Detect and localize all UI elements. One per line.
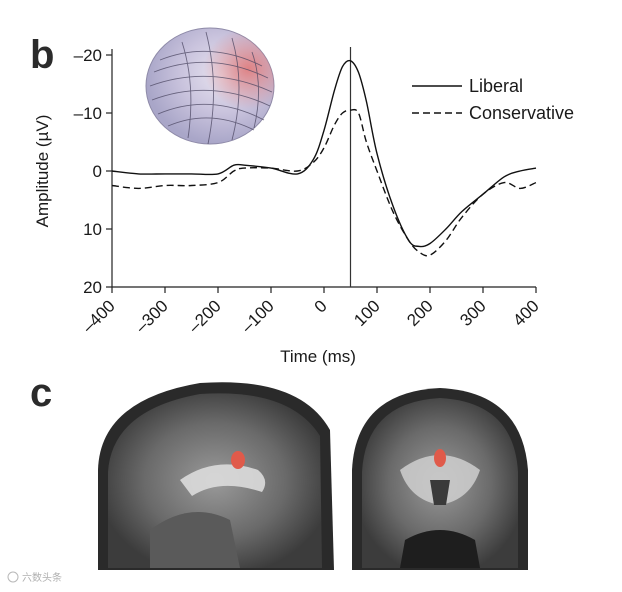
x-axis-title: Time (ms): [280, 347, 356, 366]
y-tick-label: 0: [93, 162, 102, 181]
x-tick-label: 300: [456, 296, 489, 329]
y-axis-ticks: –20 –10 0 10 20: [74, 46, 112, 297]
mri-sagittal-slice: [95, 378, 335, 570]
legend: Liberal Conservative: [412, 76, 574, 123]
y-tick-label: 20: [83, 278, 102, 297]
series-line-liberal: [111, 59, 537, 248]
series-line-conservative: [111, 108, 537, 257]
y-tick-label: 10: [83, 220, 102, 239]
x-tick-label: 0: [311, 296, 331, 316]
legend-label-conservative: Conservative: [469, 103, 574, 123]
y-axis-title: Amplitude (µV): [33, 115, 52, 228]
watermark: 六数头条: [7, 571, 62, 584]
x-tick-label: –300: [132, 296, 172, 336]
series-layer: [111, 59, 537, 257]
y-tick-label: –10: [74, 104, 102, 123]
x-axis-ticks: –400 –300 –200 –100 0 100 200 300 400: [79, 287, 543, 337]
watermark-text: 六数头条: [22, 571, 62, 584]
y-tick-label: –20: [74, 46, 102, 65]
panel-letter-b: b: [30, 33, 54, 77]
mri-coronal-slice: [352, 388, 528, 570]
x-tick-label: 400: [509, 296, 542, 329]
x-tick-label: 200: [403, 296, 436, 329]
scalp-topography-image: [145, 27, 275, 145]
x-tick-label: –200: [185, 296, 225, 336]
x-tick-label: –400: [79, 296, 119, 336]
legend-label-liberal: Liberal: [469, 76, 523, 96]
x-tick-label: 100: [350, 296, 383, 329]
x-tick-label: –100: [238, 296, 278, 336]
panel-letter-c: c: [30, 371, 52, 415]
